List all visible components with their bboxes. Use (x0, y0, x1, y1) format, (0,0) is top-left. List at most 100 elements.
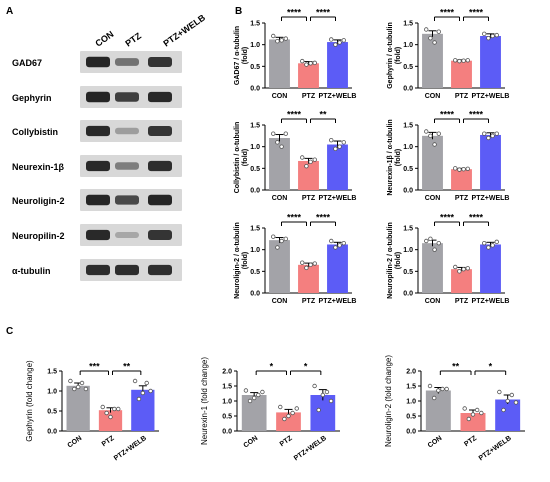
data-point (312, 261, 317, 266)
data-point (308, 61, 313, 66)
blot-band (148, 57, 172, 67)
blot-band (86, 229, 110, 241)
blot-strip (80, 155, 182, 177)
data-point (461, 58, 466, 63)
data-point (457, 269, 462, 274)
bar-chart: 0.0 0.5 1.0 1.5 2.0 CON PTZ PTZ+WELB * * Neurexin-… (200, 357, 340, 462)
bar (131, 389, 155, 431)
data-point (494, 131, 499, 136)
bar-chart: 0.0 0.5 1.0 1.5 CON PTZ PTZ+WELB **** **** Neurex… (387, 110, 509, 203)
y-tick-label: 0.5 (47, 409, 57, 416)
data-point (457, 167, 462, 172)
data-point (444, 386, 449, 392)
data-point (490, 33, 495, 39)
bar (480, 244, 501, 293)
data-point (494, 32, 499, 38)
data-point (482, 31, 487, 37)
blot-band (148, 126, 172, 136)
data-point (505, 398, 510, 404)
data-point (341, 140, 346, 145)
x-tick-label: CON (243, 435, 260, 450)
y-axis-label: Neurexin-1β / α-tubulin (387, 119, 394, 195)
y-tick-label: 0.5 (250, 166, 260, 173)
y-tick-label: 1.5 (250, 123, 260, 130)
x-tick-label: CON (425, 298, 441, 305)
data-point (279, 144, 284, 149)
blot-row-label: Neuropilin-2 (12, 231, 65, 241)
data-point (341, 240, 346, 246)
y-axis-label-unit: (fold) (395, 149, 402, 167)
y-tick-label: 1.0 (406, 399, 416, 406)
data-point (453, 264, 458, 270)
blot-band (115, 58, 139, 66)
y-axis-label: Neuroligin-2 (fold change) (384, 355, 393, 447)
significance-label: **** (469, 213, 484, 223)
y-tick-label: 0.5 (222, 414, 232, 421)
bar (298, 63, 319, 88)
blot-strip (80, 224, 182, 246)
data-point (312, 383, 317, 389)
y-tick-label: 0.5 (403, 64, 413, 71)
y-tick-label: 0.0 (250, 291, 260, 298)
bar (327, 42, 348, 88)
data-point (513, 400, 519, 405)
x-tick-label: PTZ (302, 195, 316, 202)
y-tick-label: 1.5 (403, 226, 413, 233)
data-point (474, 407, 480, 413)
bar (451, 169, 472, 190)
data-point (424, 238, 429, 244)
data-point (424, 129, 429, 134)
y-tick-label: 1.0 (403, 144, 413, 151)
y-tick-label: 0.5 (250, 64, 260, 71)
bar-chart: 0.0 0.5 1.0 1.5 CON PTZ PTZ+WELB **** **** Neurol… (234, 213, 356, 306)
x-tick-label: CON (425, 195, 441, 202)
data-point (271, 33, 276, 39)
y-tick-label: 1.0 (250, 144, 260, 151)
data-point (304, 62, 309, 67)
lane-label: CON (93, 29, 115, 49)
panel-label-c: C (6, 326, 13, 337)
blot-band (86, 91, 110, 103)
data-point (440, 386, 445, 392)
data-point (337, 243, 342, 248)
data-point (479, 410, 484, 416)
blot-row-label: Gephyrin (12, 93, 52, 103)
data-point (333, 245, 338, 250)
y-tick-label: 0.5 (250, 269, 260, 276)
blot-band (148, 160, 172, 172)
blot-band (86, 56, 110, 68)
significance-label: **** (440, 110, 455, 120)
bar (298, 264, 319, 293)
bar (422, 33, 443, 88)
bar (98, 410, 123, 431)
data-point (324, 389, 330, 395)
y-axis-label-unit: (fold) (242, 149, 249, 167)
y-tick-label: 0.0 (403, 291, 413, 298)
y-tick-label: 0.0 (250, 188, 260, 195)
lane-label: PTZ (123, 30, 143, 48)
data-point (132, 378, 138, 384)
bar (451, 60, 472, 88)
data-point (509, 392, 515, 398)
blot-band (148, 264, 172, 276)
blot-band (148, 91, 172, 103)
y-tick-label: 0.5 (403, 166, 413, 173)
x-tick-label: PTZ (455, 195, 469, 202)
data-point (304, 265, 309, 271)
x-tick-label: CON (272, 195, 288, 202)
y-tick-label: 1.5 (406, 384, 416, 391)
y-tick-label: 0.0 (403, 188, 413, 195)
data-point (333, 42, 338, 47)
data-point (329, 137, 334, 143)
x-tick-label: CON (272, 298, 288, 305)
data-point (316, 407, 321, 413)
data-point (243, 388, 249, 393)
western-blot: CON PTZ PTZ+WELB GAD67 Gephyrin Collybistin Ne… (12, 12, 207, 281)
significance-label: **** (316, 8, 331, 18)
blot-row-label: Neurexin-1β (12, 162, 65, 172)
blot-band (86, 264, 110, 276)
x-tick-label: PTZ+WELB (319, 93, 357, 100)
data-point (431, 395, 437, 401)
